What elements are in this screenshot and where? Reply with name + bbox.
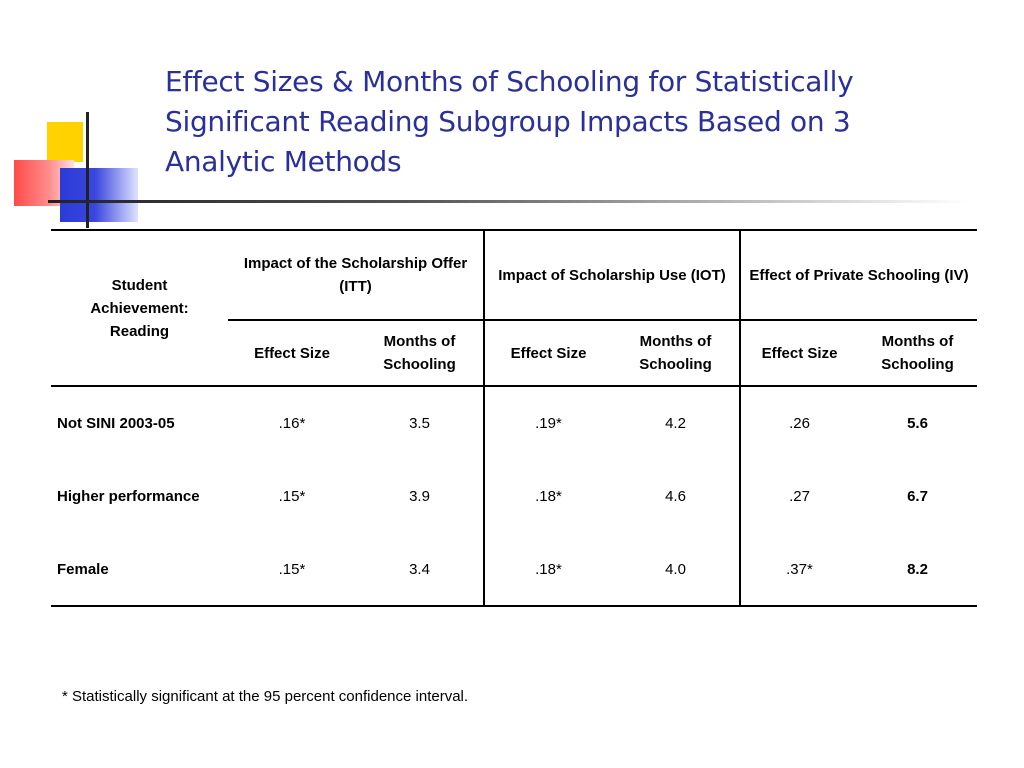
cell-itt-months: 3.9 <box>356 460 485 533</box>
cell-itt-months: 3.5 <box>356 386 485 460</box>
cell-iot-effect: .18* <box>484 533 612 607</box>
cell-iot-months: 4.0 <box>612 533 741 607</box>
cell-iv-effect: .26 <box>789 415 810 432</box>
subheader-months: Months of Schooling <box>858 320 977 387</box>
table-row: Higher performance .15* 3.9 .18* 4.6 .27… <box>51 460 977 533</box>
group-header-iot: Impact of Scholarship Use (IOT) <box>484 229 741 321</box>
cell-iv-effect: .27 <box>789 488 810 505</box>
cell-itt-effect: .16* <box>278 415 306 432</box>
cell-iot-effect: .18* <box>535 488 562 505</box>
group-header-itt: Impact of the Scholarship Offer (ITT) <box>228 229 485 321</box>
blue-square <box>60 168 138 222</box>
cell-itt-months: 3.4 <box>356 533 485 607</box>
subheader-months: Months of Schooling <box>356 320 485 387</box>
cell-iot-months: 4.2 <box>612 386 741 460</box>
subheader-effect-size: Effect Size <box>484 320 612 387</box>
cell-itt-effect: .15* <box>278 488 306 505</box>
subheader-months: Months of Schooling <box>612 320 741 387</box>
row-label: Not SINI 2003-05 <box>57 415 175 432</box>
decorative-logo <box>0 100 150 230</box>
row-header: Student Achievement: Reading <box>51 229 228 387</box>
logo-vertical-line <box>86 112 89 228</box>
subheader-effect-size: Effect Size <box>740 320 858 387</box>
slide-title: Effect Sizes & Months of Schooling for S… <box>165 65 854 178</box>
subheader-effect-size: Effect Size <box>228 320 356 387</box>
cell-iv-months: 5.6 <box>907 415 928 432</box>
cell-iv-months: 6.7 <box>907 488 928 505</box>
footnote: * Statistically significant at the 95 pe… <box>62 688 469 705</box>
table-row: Female .15* 3.4 .18* 4.0 .37* 8.2 <box>51 533 977 607</box>
yellow-square <box>47 122 83 162</box>
table-row: Not SINI 2003-05 .16* 3.5 .19* 4.2 .26 5… <box>51 386 977 460</box>
cell-iot-effect: .19* <box>535 415 562 432</box>
row-label: Higher performance <box>57 488 200 505</box>
cell-iot-months: 4.6 <box>612 460 741 533</box>
cell-iv-months: 8.2 <box>858 533 977 607</box>
row-label: Female <box>51 533 228 607</box>
results-table: Student Achievement: Reading Impact of t… <box>51 229 977 607</box>
cell-itt-effect: .15* <box>228 533 356 607</box>
group-header-iv: Effect of Private Schooling (IV) <box>740 229 977 321</box>
title-underline <box>48 200 968 203</box>
cell-iv-effect: .37* <box>740 533 858 607</box>
